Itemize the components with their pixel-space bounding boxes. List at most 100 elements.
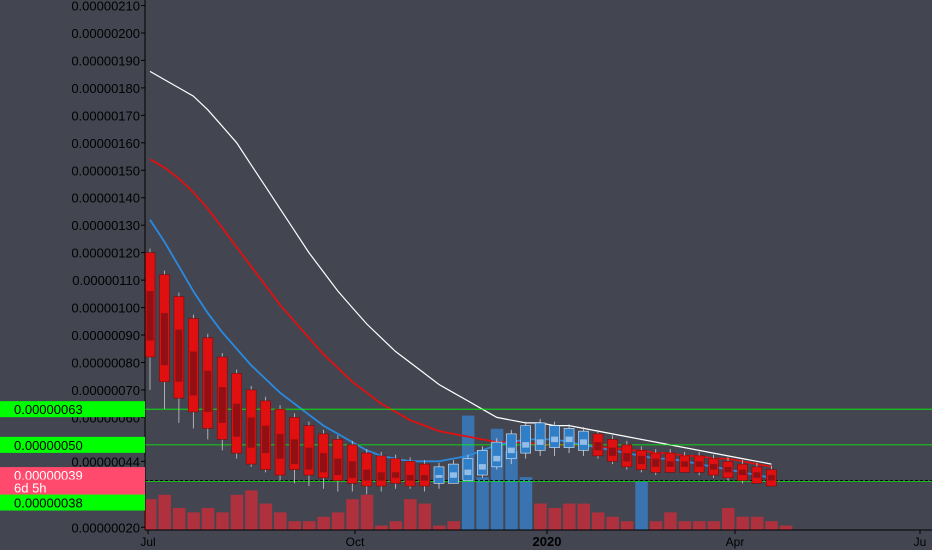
y-axis-tick-label: 0.00000110 xyxy=(72,273,140,288)
price-tag-label: 0.00000038 xyxy=(14,496,83,511)
y-axis-tick-label: 0.00000100 xyxy=(71,301,140,316)
volume-bar xyxy=(317,516,330,530)
volume-bar xyxy=(476,477,489,530)
moving-average-line xyxy=(149,219,772,479)
y-axis-tick-label: 0.00000190 xyxy=(71,53,140,68)
candle-inner xyxy=(319,453,327,473)
volume-bar xyxy=(230,494,244,530)
volume-bar xyxy=(274,512,287,530)
moving-average-lines xyxy=(149,70,772,479)
volume-bar xyxy=(693,521,706,530)
volume-bar xyxy=(418,503,432,530)
volume-bar xyxy=(331,512,345,530)
volume-bar xyxy=(548,508,562,530)
volume-bar xyxy=(519,477,533,530)
y-axis-tick-label: 0.00000200 xyxy=(71,26,140,41)
y-axis-tick-label: 0.00000070 xyxy=(71,383,140,398)
price-tag-background xyxy=(0,467,145,484)
volume-bar xyxy=(404,499,417,530)
volume-bar xyxy=(779,525,793,530)
candle-body xyxy=(491,441,503,468)
y-axis-tick-label: 0.00000180 xyxy=(71,81,140,96)
candle-inner xyxy=(291,439,298,465)
candle-inner xyxy=(637,455,645,465)
candle-inner xyxy=(738,469,746,476)
volume-bar xyxy=(187,512,200,530)
volume-bar xyxy=(664,512,677,530)
candle-inner xyxy=(507,447,515,454)
candle-inner xyxy=(276,433,284,459)
candle-inner xyxy=(421,475,429,481)
candle-inner xyxy=(767,475,775,481)
candle-inner xyxy=(536,439,544,445)
volume-bar xyxy=(649,521,663,530)
candle-body xyxy=(419,463,430,487)
candle-inner xyxy=(478,464,486,470)
volume-bar xyxy=(563,503,576,530)
candle-body xyxy=(390,458,401,484)
volume-bar xyxy=(346,499,359,530)
price-tag-background xyxy=(0,494,145,511)
y-axis-tick-label: 0.00000160 xyxy=(71,136,140,151)
y-axis-tick-label: 0.00000020 xyxy=(71,520,140,535)
candle-inner xyxy=(305,447,313,470)
candle-inner xyxy=(449,472,457,478)
y-axis-tick-label: 0.00000044 xyxy=(71,454,140,469)
volume-bar xyxy=(505,450,518,530)
candle-inner xyxy=(204,370,212,412)
candle-inner xyxy=(160,313,168,366)
candle-inner xyxy=(189,351,197,396)
candlesticks xyxy=(144,248,777,495)
candle-inner xyxy=(522,442,530,448)
candle-inner xyxy=(146,291,154,341)
volume-bar xyxy=(750,516,764,530)
price-tag-label: 0.00000063 xyxy=(14,402,83,417)
y-axis-tick-label: 0.00000150 xyxy=(71,163,140,178)
volume-bar xyxy=(375,525,388,530)
candle-inner xyxy=(175,329,183,382)
volume-bar xyxy=(447,521,460,530)
candle-inner xyxy=(392,472,400,478)
candle-inner xyxy=(334,458,342,476)
x-axis-tick-label: 2020 xyxy=(533,534,562,549)
candle-inner xyxy=(435,475,443,478)
volume-bar xyxy=(389,521,403,530)
volume-bar xyxy=(620,521,634,530)
candle-body xyxy=(534,422,546,451)
volume-bar xyxy=(360,494,374,530)
volume-bar xyxy=(288,521,301,530)
volume-bar xyxy=(201,508,215,530)
volume-bar xyxy=(144,499,157,530)
candle-body xyxy=(520,425,532,454)
candle-inner xyxy=(565,436,573,443)
candle-inner xyxy=(551,436,559,443)
candle-inner xyxy=(695,461,703,467)
volume-bar xyxy=(433,525,446,530)
candle-inner xyxy=(580,439,587,445)
volume-bar xyxy=(259,503,273,530)
candle-inner xyxy=(247,417,255,448)
candle-inner xyxy=(724,466,732,473)
y-axis-tick-label: 0.00000130 xyxy=(71,218,140,233)
y-axis-tick-label: 0.00000210 xyxy=(71,0,140,13)
candle-inner xyxy=(652,458,660,467)
y-axis-tick-label: 0.00000140 xyxy=(71,191,140,206)
candle-inner xyxy=(623,453,631,462)
x-axis-tick-label: Oct xyxy=(346,535,365,549)
volume-bar xyxy=(707,521,721,530)
x-axis-tick-label: Apr xyxy=(726,535,745,549)
volume-bar xyxy=(302,521,316,530)
volume-bar xyxy=(635,481,648,530)
price-tag-label: 6d 5h xyxy=(14,480,47,495)
volume-bar xyxy=(216,512,229,530)
candle-inner xyxy=(377,472,385,481)
volume-bar xyxy=(172,508,186,530)
y-axis-tick-label: 0.00000090 xyxy=(71,328,140,343)
price-tag-background xyxy=(0,436,145,453)
moving-average-line xyxy=(149,70,772,465)
volume-bar xyxy=(158,494,171,530)
moving-average-line xyxy=(149,158,772,468)
volume-bar xyxy=(591,512,605,530)
